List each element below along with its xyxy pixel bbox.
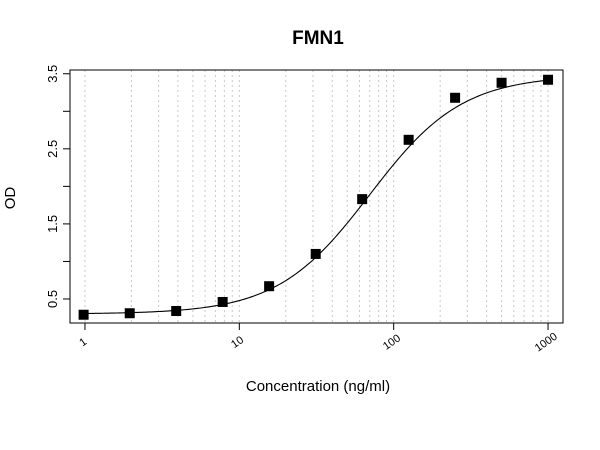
data-points xyxy=(78,74,554,320)
data-point xyxy=(171,305,182,316)
grid xyxy=(84,70,549,323)
y-axis: 0.5 1.5 2.5 3.5 xyxy=(45,65,70,308)
data-point xyxy=(124,308,135,319)
data-point xyxy=(310,248,321,259)
x-tick-label: 100 xyxy=(381,332,403,352)
y-tick-label: 0.5 xyxy=(45,290,60,308)
data-point xyxy=(496,77,507,88)
x-tick-label: 1000 xyxy=(533,331,560,355)
chart-title: FMN1 xyxy=(292,28,344,49)
y-axis-label: OD xyxy=(2,187,19,210)
data-point xyxy=(78,309,89,320)
data-point xyxy=(450,92,461,103)
data-point xyxy=(217,296,228,307)
fit-curve xyxy=(83,79,549,315)
data-point xyxy=(403,134,414,145)
y-tick-label: 3.5 xyxy=(45,65,60,83)
x-tick-label: 10 xyxy=(229,334,246,351)
y-tick-label: 1.5 xyxy=(45,215,60,233)
x-tick-label: 1 xyxy=(77,336,89,349)
data-point xyxy=(264,281,275,292)
plot-frame xyxy=(69,69,564,324)
x-axis-label: Concentration (ng/ml) xyxy=(246,378,390,395)
x-axis: 1 10 100 1000 xyxy=(77,323,560,354)
data-point xyxy=(357,194,368,205)
data-point xyxy=(543,74,554,85)
y-tick-label: 2.5 xyxy=(45,140,60,158)
